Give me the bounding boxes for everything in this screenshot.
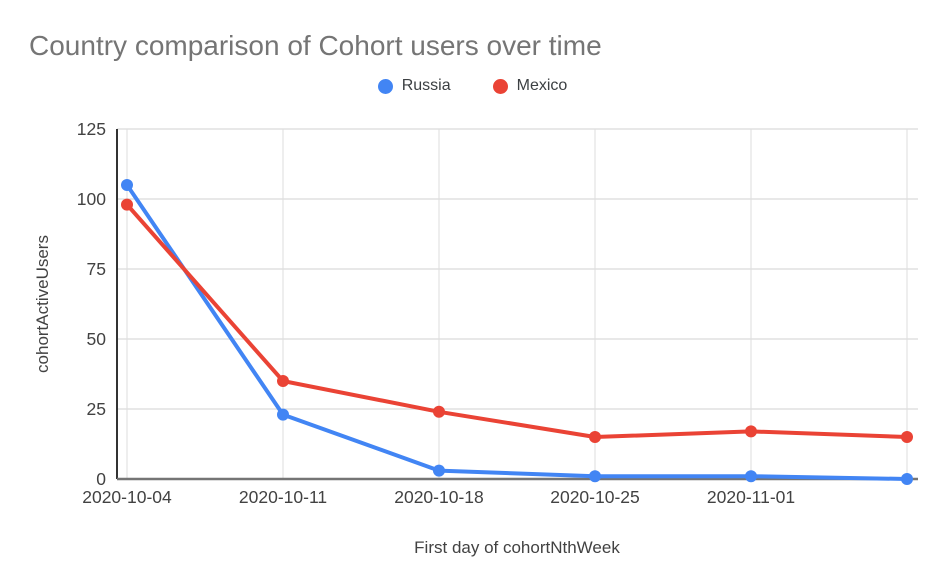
y-tick-label: 0 (96, 469, 106, 489)
x-axis-title: First day of cohortNthWeek (414, 538, 620, 557)
data-point-russia[interactable] (277, 408, 289, 421)
x-tick-label: 2020-10-25 (550, 487, 640, 507)
x-tick-label: 2020-10-04 (82, 487, 172, 507)
data-point-mexico[interactable] (589, 431, 601, 443)
y-tick-label: 125 (77, 119, 106, 139)
legend-label: Russia (401, 77, 451, 94)
y-tick-label: 25 (87, 399, 106, 419)
data-point-russia[interactable] (433, 464, 445, 477)
x-tick-label: 2020-10-18 (394, 487, 484, 507)
legend-item-russia[interactable]: Russia (377, 77, 451, 95)
data-point-russia[interactable] (589, 470, 601, 483)
data-point-mexico[interactable] (745, 425, 757, 438)
data-point-mexico[interactable] (277, 375, 289, 387)
series-line-russia (125, 183, 909, 481)
data-point-mexico[interactable] (901, 431, 913, 443)
y-axis-title: cohortActiveUsers (33, 235, 52, 373)
legend-label: Mexico (516, 77, 568, 94)
x-tick-label: 2020-10-11 (239, 487, 327, 507)
legend-item-mexico[interactable]: Mexico (492, 77, 568, 95)
data-point-russia[interactable] (901, 473, 913, 485)
chart-title: Country comparison of Cohort users over … (29, 30, 602, 61)
y-tick-label: 100 (77, 189, 106, 209)
legend-dot-mexico (492, 78, 508, 94)
data-point-russia[interactable] (121, 179, 133, 191)
legend-dot-russia (377, 78, 393, 94)
legend: Russia Mexico (0, 77, 945, 95)
data-point-russia[interactable] (745, 470, 757, 483)
y-tick-label: 50 (87, 329, 107, 349)
data-point-mexico[interactable] (121, 198, 133, 211)
series-line-mexico (125, 202, 909, 439)
data-point-mexico[interactable] (433, 405, 445, 418)
x-tick-label: 2020-11-01 (707, 487, 795, 507)
y-tick-label: 75 (87, 259, 106, 279)
